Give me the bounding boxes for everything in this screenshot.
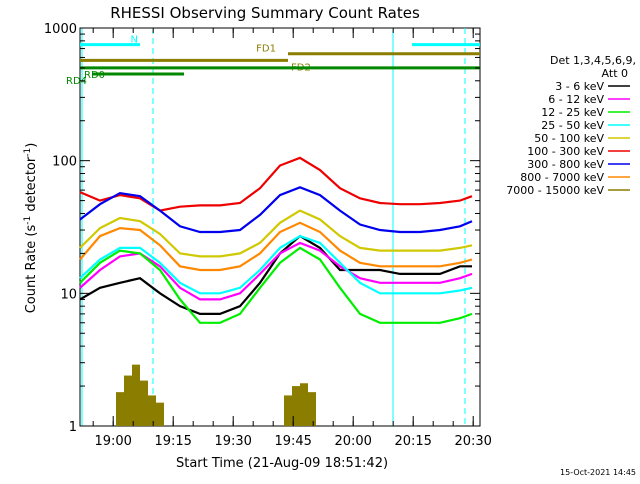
series-line-7: [79, 221, 473, 272]
flag-label-fd1: FD1: [256, 44, 276, 55]
series-burst-bar: [156, 402, 164, 426]
y-tick-label: 1000: [44, 22, 77, 37]
y-tick-label: 10: [60, 287, 77, 302]
x-tick-label: 19:00: [94, 434, 131, 449]
legend-label: 6 - 12 keV: [548, 93, 604, 106]
flag-bars: NFD1FD2RD0RD4: [66, 35, 480, 87]
legend-label: 7000 - 15000 keV: [506, 184, 604, 197]
series-burst-bar: [116, 392, 124, 426]
x-tick-label: 19:15: [154, 434, 191, 449]
x-tick-label: 20:30: [454, 434, 491, 449]
legend-label: 3 - 6 keV: [555, 80, 604, 93]
series-line-6: [79, 186, 473, 234]
x-tick-label: 19:45: [274, 434, 311, 449]
flag-label-rd4: RD4: [66, 76, 87, 87]
series-burst-bar: [292, 386, 300, 426]
axes: 1 10 100 1000 19:00 19:15 19:30 19:45 20:00 20:15…: [44, 22, 492, 449]
x-tick-label: 19:30: [214, 434, 251, 449]
legend-label: 25 - 50 keV: [541, 119, 604, 132]
y-tick-label: 1: [69, 420, 77, 435]
legend-label: 300 - 800 keV: [527, 158, 604, 171]
series-burst-bar: [300, 383, 308, 426]
series-burst-bar: [284, 395, 292, 426]
series-burst-bar: [132, 364, 140, 426]
x-axis-label: Start Time (21-Aug-09 18:51:42): [176, 456, 388, 471]
x-tick-label: 20:00: [334, 434, 371, 449]
series-line-5: [79, 156, 473, 212]
series-line-3: [79, 234, 473, 295]
chart-title: RHESSI Observing Summary Count Rates: [110, 4, 420, 22]
series-burst-bar: [148, 395, 156, 426]
y-axis-label: Count Rate (s-1 detector-1): [23, 143, 39, 314]
legend-header-line-2: Att 0: [602, 67, 628, 80]
series-layer: [79, 156, 473, 426]
series-burst-bar: [308, 392, 316, 426]
legend-label: 12 - 25 keV: [541, 106, 604, 119]
legend-label: 100 - 300 keV: [527, 145, 604, 158]
footer-date: 15-Oct-2021 14:45: [560, 468, 636, 477]
series-burst-bar: [124, 375, 132, 426]
legend-header-line-1: Det 1,3,4,5,6,9,: [550, 54, 636, 67]
legend-label: 800 - 7000 keV: [520, 171, 604, 184]
series-burst-bar: [140, 380, 148, 426]
legend-label: 50 - 100 keV: [534, 132, 604, 145]
flag-label-n: N: [131, 35, 138, 46]
x-tick-label: 20:15: [394, 434, 431, 449]
plot-frame: [79, 27, 481, 427]
series-line-2: [79, 246, 473, 324]
y-tick-label: 100: [52, 155, 77, 170]
series-line-4: [79, 209, 473, 258]
